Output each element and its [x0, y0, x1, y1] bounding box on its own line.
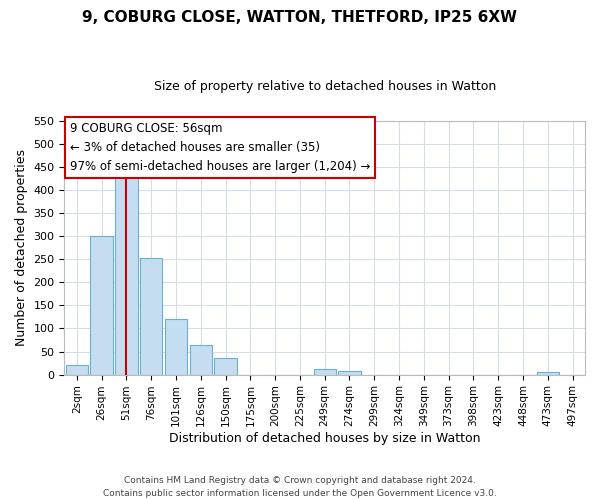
Bar	[214, 358, 236, 374]
Text: 9 COBURG CLOSE: 56sqm
← 3% of detached houses are smaller (35)
97% of semi-detac: 9 COBURG CLOSE: 56sqm ← 3% of detached h…	[70, 122, 370, 173]
Bar	[140, 258, 163, 374]
Bar	[314, 368, 336, 374]
Bar	[115, 174, 137, 374]
Bar	[536, 372, 559, 374]
Bar	[338, 371, 361, 374]
Y-axis label: Number of detached properties: Number of detached properties	[15, 149, 28, 346]
Bar	[65, 366, 88, 374]
Text: Contains HM Land Registry data © Crown copyright and database right 2024.
Contai: Contains HM Land Registry data © Crown c…	[103, 476, 497, 498]
X-axis label: Distribution of detached houses by size in Watton: Distribution of detached houses by size …	[169, 432, 481, 445]
Bar	[91, 236, 113, 374]
Bar	[190, 346, 212, 374]
Bar	[165, 319, 187, 374]
Title: Size of property relative to detached houses in Watton: Size of property relative to detached ho…	[154, 80, 496, 93]
Text: 9, COBURG CLOSE, WATTON, THETFORD, IP25 6XW: 9, COBURG CLOSE, WATTON, THETFORD, IP25 …	[83, 10, 517, 25]
